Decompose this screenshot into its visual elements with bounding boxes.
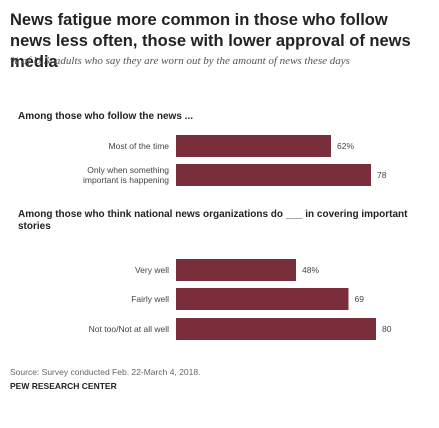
category-label-1-1: Fairly well xyxy=(131,294,169,304)
bar-1-0 xyxy=(176,259,296,281)
chart-subtitle: % of U.S. adults who say they are worn o… xyxy=(10,55,350,67)
chart-title: News fatigue more common in those who fo… xyxy=(10,11,411,71)
source-note: Source: Survey conducted Feb. 22-March 4… xyxy=(10,367,201,377)
value-label-0-0: 62% xyxy=(337,141,354,151)
category-label-1-0: Very well xyxy=(135,265,169,275)
value-label-1-2: 80 xyxy=(382,324,392,334)
section-heading-follow-news: Among those who follow the news ... xyxy=(18,111,193,122)
section-heading-news-orgs: Among those who think national news orga… xyxy=(18,209,408,232)
bar-0-1 xyxy=(176,164,371,186)
value-label-1-1: 69 xyxy=(355,294,365,304)
organization-credit: PEW RESEARCH CENTER xyxy=(10,381,117,391)
category-label-1-2: Not too/Not at all well xyxy=(89,324,169,334)
value-label-0-1: 78 xyxy=(377,170,387,180)
bar-0-0 xyxy=(176,135,331,157)
category-label-0-1: Only when something important is happenin… xyxy=(83,165,169,185)
bar-1-1 xyxy=(176,288,349,310)
value-label-1-0: 48% xyxy=(302,265,319,275)
category-label-0-0: Most of the time xyxy=(109,141,170,151)
bar-1-2 xyxy=(176,318,376,340)
